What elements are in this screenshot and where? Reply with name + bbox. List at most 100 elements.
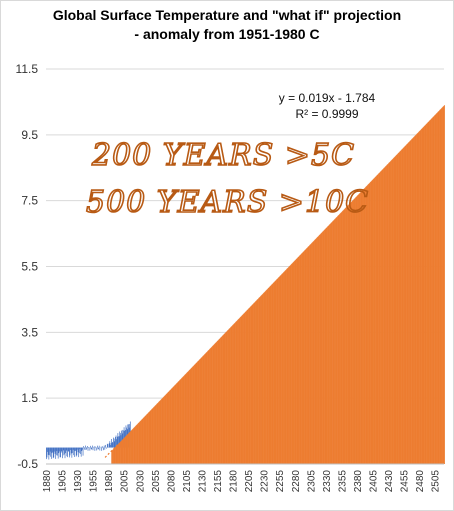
bar-observed xyxy=(90,445,91,448)
bar-projection xyxy=(285,269,287,464)
bar-observed xyxy=(72,447,74,450)
bar-projection xyxy=(271,284,273,464)
bar-projection xyxy=(154,406,156,464)
bar-projection xyxy=(439,110,440,465)
bar-projection xyxy=(113,448,115,464)
bar-projection xyxy=(289,266,291,464)
bar-projection xyxy=(314,240,315,464)
bar-projection xyxy=(187,371,189,464)
bar-projection xyxy=(383,168,384,465)
bar-observed xyxy=(112,442,114,448)
bar-projection xyxy=(203,355,205,464)
bar-projection xyxy=(170,388,172,464)
bar-projection xyxy=(157,402,159,464)
bar-projection xyxy=(251,304,253,464)
bar-projection xyxy=(384,167,386,464)
bar-projection xyxy=(222,335,224,464)
bar-projection xyxy=(405,145,407,464)
bar-projection xyxy=(368,184,370,465)
bar-projection xyxy=(261,294,263,464)
bar-observed xyxy=(69,447,70,458)
bar-projection xyxy=(187,371,189,464)
bar-projection xyxy=(145,415,147,464)
bar-projection xyxy=(185,373,187,464)
bar-projection xyxy=(274,281,276,464)
bar-observed xyxy=(82,447,84,456)
bar-projection xyxy=(269,286,271,464)
bar-projection xyxy=(279,276,281,464)
bar-projection xyxy=(403,147,405,464)
bar-projection xyxy=(121,440,123,464)
bar-projection xyxy=(185,373,187,464)
bar-projection xyxy=(203,354,205,464)
bar-projection xyxy=(418,131,420,464)
bar-projection xyxy=(367,184,369,464)
bar-projection xyxy=(230,327,231,464)
bar-projection xyxy=(332,221,333,464)
bar-projection xyxy=(343,209,345,464)
bar-projection xyxy=(356,196,358,464)
bar-projection xyxy=(390,160,392,464)
bar-projection xyxy=(372,179,374,464)
bar-projection xyxy=(348,204,350,464)
bar-projection xyxy=(366,185,368,464)
bar-projection xyxy=(120,441,122,464)
bar-projection xyxy=(283,271,285,464)
bar-projection xyxy=(168,391,170,464)
bar-projection xyxy=(212,345,214,464)
bar-projection xyxy=(266,289,268,464)
bar-projection xyxy=(131,429,133,464)
bar-projection xyxy=(265,290,267,464)
bar-projection xyxy=(368,183,370,464)
bar-projection xyxy=(300,254,302,464)
bar-projection xyxy=(270,285,272,464)
bar-projection xyxy=(125,435,127,464)
bar-projection xyxy=(207,351,208,464)
bar-projection xyxy=(388,162,390,464)
bar-projection xyxy=(435,113,437,464)
bar-projection xyxy=(416,134,417,465)
bar-projection xyxy=(275,280,277,464)
bar-projection xyxy=(313,240,315,464)
bar-projection xyxy=(330,222,332,464)
bar-projection xyxy=(193,365,195,464)
bar-projection xyxy=(369,182,371,464)
bar-observed xyxy=(47,447,49,455)
bar-projection xyxy=(322,231,324,464)
bar-projection xyxy=(223,334,225,464)
bar-projection xyxy=(147,412,149,464)
bar-projection xyxy=(218,339,220,464)
x-tick-label: 2330 xyxy=(322,470,333,493)
bar-projection xyxy=(255,300,257,464)
bar-projection xyxy=(311,242,313,464)
bar-projection xyxy=(175,383,177,464)
bar-projection xyxy=(419,131,421,465)
bar-projection xyxy=(221,335,223,464)
bar-observed xyxy=(57,447,59,459)
bar-projection xyxy=(120,441,121,464)
bar-projection xyxy=(200,358,202,464)
y-tick-label: 3.5 xyxy=(21,325,38,339)
x-tick-label: 1880 xyxy=(42,470,53,493)
bar-observed xyxy=(93,446,95,448)
bar-projection xyxy=(444,105,445,464)
bar-projection xyxy=(338,215,340,464)
bar-projection xyxy=(167,391,169,464)
bar-projection xyxy=(149,411,151,464)
bar-projection xyxy=(197,361,199,464)
bar-observed xyxy=(115,435,117,448)
bar-projection xyxy=(412,137,414,464)
bar-projection xyxy=(246,309,248,464)
bar-projection xyxy=(149,410,151,464)
bar-projection xyxy=(420,129,422,465)
bar-projection xyxy=(442,107,444,465)
y-axis-ticks: -0.5 1.5 3.5 5.5 7.5 9.5 11.5 xyxy=(16,62,39,471)
bar-projection xyxy=(437,112,439,465)
bar-projection xyxy=(202,356,203,464)
bar-projection xyxy=(229,328,231,464)
bar-projection xyxy=(244,312,246,464)
bar-projection xyxy=(399,151,401,464)
bar-projection xyxy=(179,379,181,464)
bar-projection xyxy=(128,433,129,464)
bar-projection xyxy=(192,366,194,464)
